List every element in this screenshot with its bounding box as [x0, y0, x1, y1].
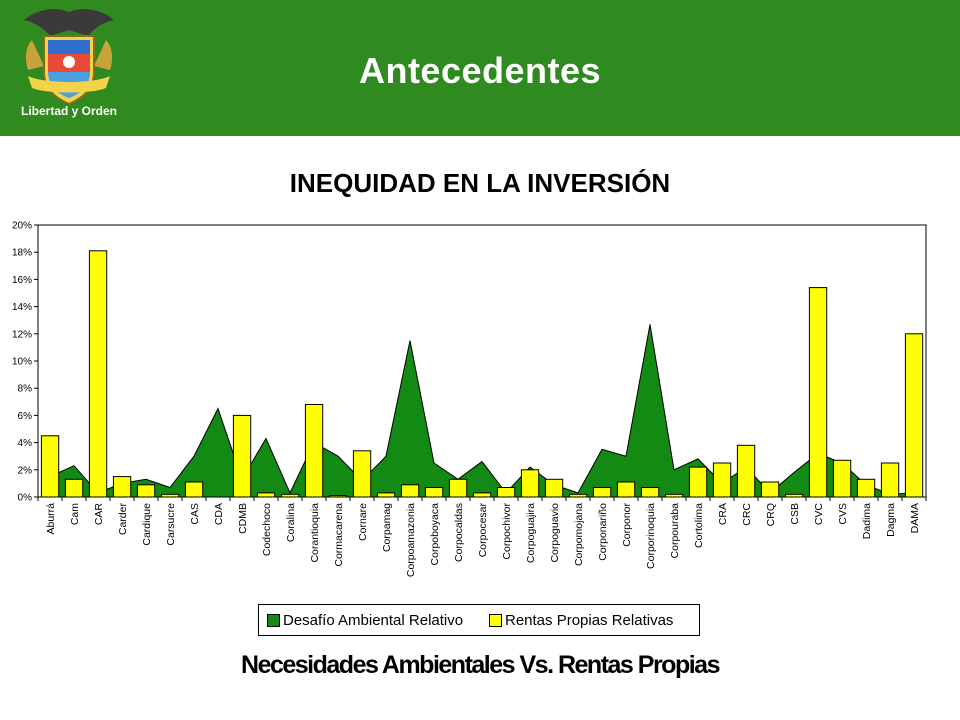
- bar-12: [328, 495, 348, 498]
- bar-6: [184, 481, 204, 498]
- x-tick-label-6: CAS: [189, 503, 201, 525]
- x-tick-label-26: Corpouraba: [669, 503, 681, 559]
- x-tick-label-33: CVS: [837, 503, 849, 525]
- x-tick-label-5: Carsucre: [165, 503, 177, 546]
- page-title: Antecedentes: [358, 50, 602, 91]
- bar-11: [304, 404, 324, 498]
- x-tick-label-36: DAMA: [909, 503, 921, 533]
- x-tick-label-17: Corpocaldas: [453, 503, 465, 562]
- x-tick-label-23: Corponariño: [597, 503, 609, 561]
- x-tick-label-12: Cormacarena: [333, 503, 345, 567]
- y-tick-label-0: 0%: [18, 493, 33, 504]
- x-tick-label-7: CDA: [213, 503, 225, 525]
- chart-caption: Necesidades Ambientales Vs. Rentas Propi…: [241, 651, 720, 679]
- x-tick-label-25: Corporinoquia: [645, 503, 657, 569]
- x-tick-label-20: Corpoguajira: [525, 503, 537, 563]
- x-tick-label-19: Corpochivor: [501, 502, 513, 559]
- bar-3: [112, 476, 132, 498]
- y-tick-label-6: 12%: [12, 329, 32, 340]
- x-tick-label-30: CRQ: [765, 503, 777, 526]
- x-tick-label-24: Corponor: [621, 503, 633, 547]
- x-tick-label-31: CSB: [789, 503, 801, 525]
- bar-21: [544, 478, 564, 498]
- coat-of-arms-logo: [24, 9, 114, 106]
- x-tick-label-1: Cam: [69, 503, 81, 525]
- bar-10: [280, 493, 300, 498]
- y-tick-label-4: 8%: [18, 384, 33, 395]
- bar-4: [136, 484, 156, 498]
- x-tick-label-27: Cortolima: [693, 503, 705, 548]
- bar-14: [376, 492, 396, 498]
- x-tick-label-11: Corantioquia: [309, 503, 321, 563]
- bar-2: [88, 250, 108, 498]
- x-tick-label-8: CDMB: [237, 503, 249, 534]
- bar-16: [424, 487, 444, 498]
- bar-36: [904, 333, 924, 498]
- chart-legend: Desafío Ambiental Relativo Rentas Propia…: [258, 604, 700, 636]
- y-tick-label-2: 4%: [18, 438, 33, 449]
- legend-label-rentas: Rentas Propias Relativas: [505, 612, 674, 629]
- bar-17: [448, 478, 468, 498]
- area-series-desafio: [49, 324, 915, 498]
- bar-27: [688, 466, 708, 498]
- bar-32: [808, 287, 828, 498]
- y-tick-label-8: 16%: [12, 275, 32, 286]
- bar-34: [856, 478, 876, 498]
- x-tick-label-13: Cornare: [357, 503, 369, 541]
- bar-13: [352, 450, 372, 498]
- bar-18: [472, 492, 492, 498]
- bar-31: [784, 493, 804, 498]
- y-tick-label-1: 2%: [18, 465, 33, 476]
- x-tick-label-18: Corpocesar: [477, 503, 489, 558]
- combo-chart: 0% 2% 4% 6% 8% 10% 12% 14% 16% 18% 20% Aburrá Cam CAR…: [12, 221, 927, 577]
- x-tick-label-21: Corpoguavio: [549, 503, 561, 563]
- chart-title: INEQUIDAD EN LA INVERSIÓN: [289, 168, 671, 198]
- header-bar: Libertad y Orden Antecedentes: [0, 0, 960, 136]
- bar-30: [760, 481, 780, 498]
- y-tick-label-10: 20%: [12, 221, 32, 232]
- x-tick-label-15: Corpoamazonia: [405, 503, 417, 577]
- x-tick-label-32: CVC: [813, 503, 825, 526]
- x-tick-label-0: Aburrá: [45, 503, 57, 535]
- y-tick-label-9: 18%: [12, 248, 32, 259]
- bar-35: [880, 462, 900, 498]
- x-tick-label-29: CRC: [741, 503, 753, 526]
- logo-caption: Libertad y Orden: [20, 104, 118, 118]
- x-tick-label-3: Carder: [117, 503, 129, 536]
- y-tick-label-5: 10%: [12, 357, 32, 368]
- bar-26: [664, 493, 684, 498]
- x-tick-label-9: Codechoco: [261, 503, 273, 556]
- x-tick-label-35: Dagma: [885, 503, 897, 537]
- x-tick-label-16: Corpoboyaca: [429, 503, 441, 566]
- x-tick-label-34: Dadima: [861, 503, 873, 539]
- bar-22: [568, 493, 588, 498]
- y-tick-label-7: 14%: [12, 302, 32, 313]
- y-tick-label-3: 6%: [18, 411, 33, 422]
- x-tick-label-28: CRA: [717, 503, 729, 525]
- x-tick-label-4: Cardique: [141, 503, 153, 546]
- bar-33: [832, 459, 852, 498]
- bar-28: [712, 462, 732, 498]
- bar-1: [64, 478, 84, 498]
- legend-label-desafio: Desafío Ambiental Relativo: [283, 612, 464, 629]
- bar-0: [40, 435, 60, 498]
- bar-9: [256, 492, 276, 498]
- legend-swatch-rentas: [489, 614, 502, 627]
- bar-5: [160, 493, 180, 498]
- bar-29: [736, 444, 756, 498]
- bar-8: [232, 414, 252, 498]
- x-tick-label-2: CAR: [93, 503, 105, 526]
- bar-15: [400, 484, 420, 498]
- legend-swatch-desafio: [267, 614, 280, 627]
- bar-23: [592, 487, 612, 498]
- x-tick-label-10: Coralina: [285, 503, 297, 542]
- bar-20: [520, 469, 540, 498]
- x-tick-label-22: Corpomojana: [573, 503, 585, 566]
- plot-area: [37, 224, 927, 498]
- bar-19: [496, 487, 516, 498]
- bar-24: [616, 481, 636, 498]
- bar-25: [640, 487, 660, 498]
- x-tick-label-14: Corpamag: [381, 503, 393, 552]
